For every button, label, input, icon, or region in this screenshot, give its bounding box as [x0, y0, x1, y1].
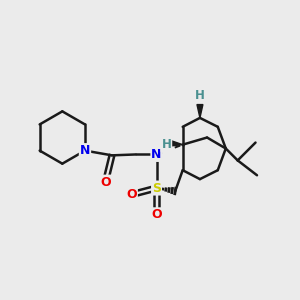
- Text: N: N: [152, 148, 162, 161]
- Polygon shape: [169, 140, 183, 146]
- Text: O: O: [126, 188, 137, 201]
- Text: S: S: [152, 182, 161, 194]
- Text: H: H: [195, 89, 205, 102]
- Text: O: O: [100, 176, 111, 189]
- Text: O: O: [151, 208, 162, 221]
- Polygon shape: [197, 104, 203, 118]
- Text: H: H: [161, 138, 171, 151]
- Text: N: N: [80, 144, 90, 157]
